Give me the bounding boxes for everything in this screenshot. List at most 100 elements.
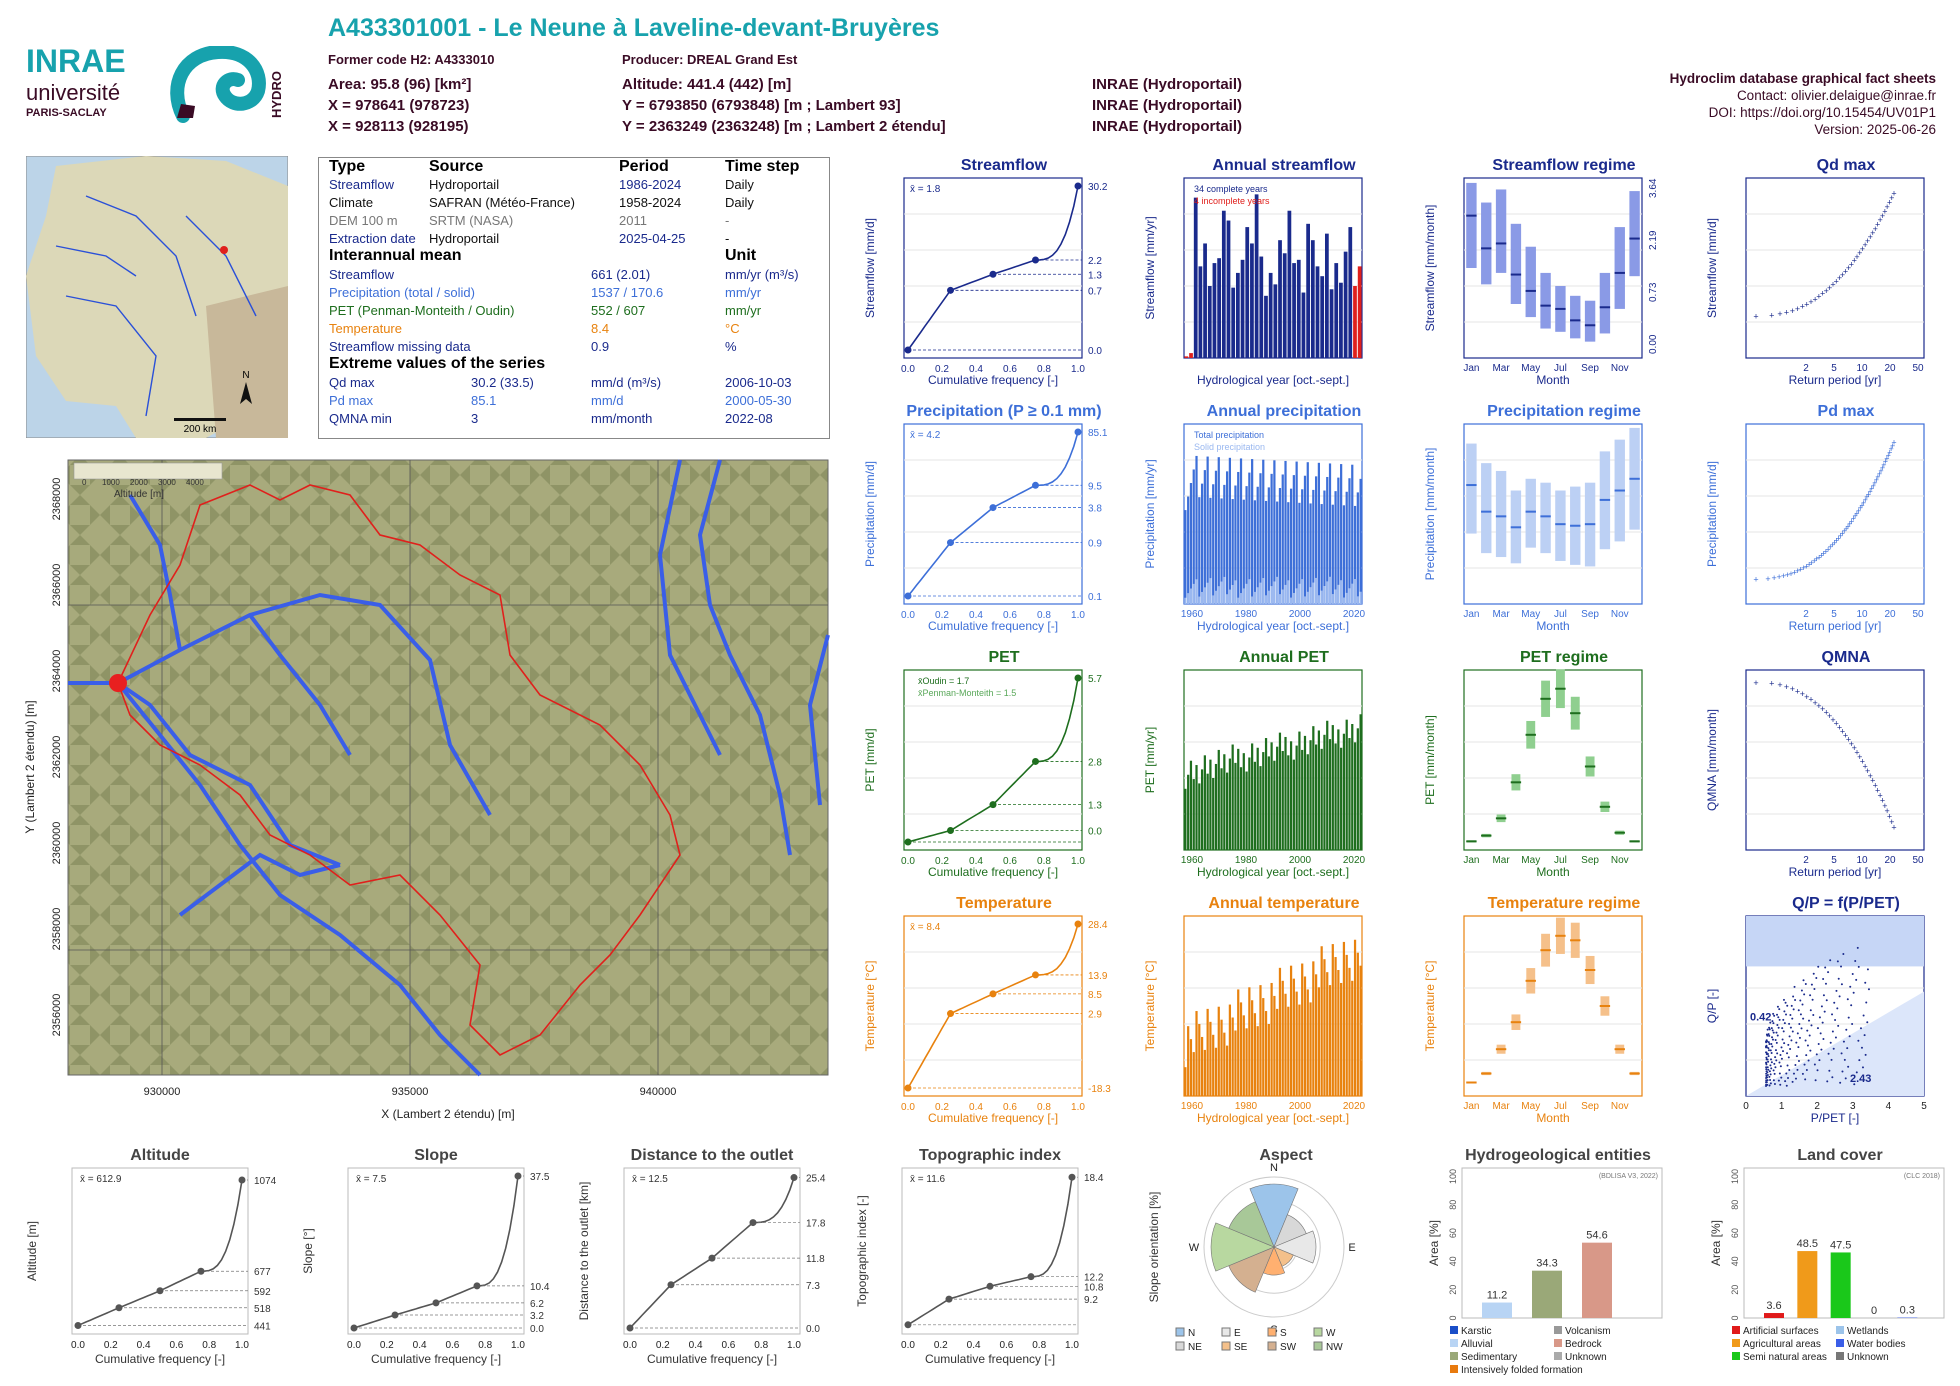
former-code: Former code H2: A4333010 <box>328 52 495 67</box>
mean-value-0: 661 (2.01) <box>591 267 651 282</box>
regime-box <box>1599 272 1611 334</box>
annual-sub-bar <box>1273 581 1276 604</box>
freq-point: + <box>1816 292 1821 302</box>
qp-point <box>1859 1027 1862 1030</box>
quantile-label: 0.73 <box>1648 282 1659 302</box>
x-tick: 50 <box>1912 609 1924 620</box>
map-ytick-1: 2358000 <box>51 908 63 951</box>
annual-sub-bar <box>1262 578 1265 604</box>
chart-title: QMNA <box>1822 650 1871 666</box>
annual-bar <box>1214 470 1218 604</box>
annual-bar <box>1212 263 1217 358</box>
annual-sub-bar <box>1248 579 1251 604</box>
plot-frame <box>1463 669 1643 851</box>
qp-point <box>1787 1077 1790 1080</box>
annual-bar <box>1328 739 1332 850</box>
freq-point: + <box>1858 503 1863 513</box>
annual-bar <box>1228 758 1232 850</box>
x-tick: 0.6 <box>1003 856 1017 867</box>
qp-point <box>1782 998 1785 1001</box>
qp-point <box>1774 1066 1777 1069</box>
src-step-1: Daily <box>725 195 754 210</box>
annual-bar <box>1303 976 1307 1096</box>
x-tick: 0.4 <box>969 856 983 867</box>
annual-bar <box>1264 295 1268 358</box>
freq-point: + <box>1852 743 1857 753</box>
quantile-label: 3.8 <box>1088 504 1102 515</box>
x-tick: 1.0 <box>1071 610 1085 621</box>
map-ytick-6: 2368000 <box>51 478 63 521</box>
quantile-label: 3.2 <box>530 1311 544 1322</box>
mean-label-0: Streamflow <box>329 267 395 282</box>
annual-bar <box>1212 484 1215 604</box>
h-extremes: Extreme values of the series <box>329 355 546 372</box>
freq-point: + <box>1804 561 1809 571</box>
producer: Producer: DREAL Grand Est <box>622 52 798 67</box>
src-period-0: 1986-2024 <box>619 177 682 192</box>
legend-entry: Semi natural areas <box>1743 1352 1827 1363</box>
freq-point: + <box>1890 441 1895 451</box>
freq-point: + <box>1840 726 1845 736</box>
annual-sub-bar <box>1334 589 1337 604</box>
plot-frame <box>903 915 1083 1097</box>
qp-point <box>1776 1005 1779 1008</box>
qp-point <box>1785 1013 1788 1016</box>
qp-point <box>1768 1034 1771 1037</box>
regime-box <box>1629 191 1640 277</box>
map-grid <box>68 460 828 1075</box>
qp-point <box>1766 1028 1769 1031</box>
freq-point: + <box>1834 536 1839 546</box>
legend-entry: Bedrock <box>1565 1339 1603 1350</box>
annual-sub-bar <box>1242 588 1245 604</box>
freq-point: + <box>1836 533 1841 543</box>
x-tick: 0.6 <box>721 1340 735 1351</box>
quantile-point <box>350 1324 358 1332</box>
x-axis-label: Hydrological year [oct.-sept.] <box>1197 1111 1349 1125</box>
freq-point: + <box>1854 509 1859 519</box>
chart-topo-cdf: Topographic index 18.4 12.210.8 9.2 x̄ = 11.… <box>855 1147 1104 1366</box>
annual-bar <box>1189 760 1193 850</box>
ext-unit-2: mm/month <box>591 411 653 426</box>
y-axis-label: Temperature [°C] <box>1423 961 1437 1052</box>
qp-point <box>1777 1016 1780 1019</box>
month-tick: Jan <box>1463 609 1479 620</box>
chart-title: Qd max <box>1817 158 1876 174</box>
qp-point <box>1778 1018 1781 1021</box>
y-axis-label: Streamflow [mm/d] <box>1705 218 1719 318</box>
quantile-point <box>947 539 954 547</box>
annual-bar <box>1239 458 1243 604</box>
x-tick: 0.6 <box>1003 1102 1017 1113</box>
mean-label-3: Temperature <box>329 321 402 336</box>
freq-point: + <box>1847 519 1852 529</box>
db-name: Hydroclim database graphical fact sheets <box>1669 71 1936 86</box>
ext-date-0: 2006-10-03 <box>725 375 792 390</box>
year-tick: 2000 <box>1289 609 1312 620</box>
qp-point <box>1784 1001 1787 1004</box>
qp-point <box>1851 1022 1854 1025</box>
x-tick: 0.0 <box>901 1102 915 1113</box>
legend-tick-0: 0 <box>82 478 87 487</box>
chart-title: Temperature regime <box>1488 896 1641 912</box>
chart-title: Annual temperature <box>1208 896 1359 912</box>
legend-swatch <box>1836 1339 1844 1347</box>
qp-point <box>1816 1027 1819 1030</box>
mean-unit-2: mm/yr <box>725 303 762 318</box>
chart-title: Precipitation regime <box>1487 404 1641 420</box>
annual-bar <box>1329 289 1334 358</box>
x-axis-label: Return period [yr] <box>1789 619 1882 633</box>
qp-point <box>1765 1070 1768 1073</box>
chart-streamflow-regime: Streamflow regime Month Streamflow [mm/mon… <box>1423 158 1659 387</box>
ext-value-2: 3 <box>471 411 479 426</box>
qp-point <box>1800 1027 1803 1030</box>
annual-bar <box>1334 743 1337 850</box>
month-tick: Jul <box>1554 855 1567 866</box>
qp-point <box>1857 965 1860 968</box>
annual-bar <box>1287 502 1290 604</box>
plot-frame <box>71 1167 249 1335</box>
annual-bar <box>1217 457 1220 604</box>
annual-bar <box>1226 220 1231 358</box>
qp-point <box>1769 1073 1772 1076</box>
qp-point <box>1855 1071 1858 1074</box>
legend-entry: W <box>1326 1328 1336 1339</box>
contact: Contact: olivier.delaigue@inrae.fr <box>1736 88 1936 103</box>
